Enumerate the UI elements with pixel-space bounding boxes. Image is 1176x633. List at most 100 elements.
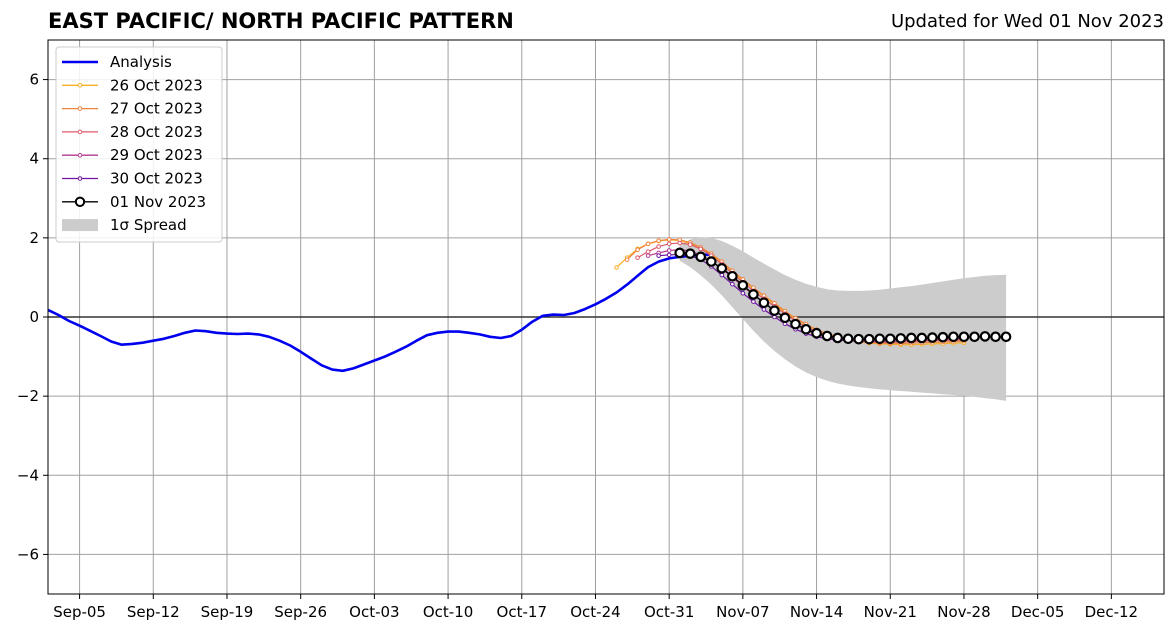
series-point: [666, 237, 672, 242]
series-point: [666, 248, 672, 253]
series-point: [645, 241, 651, 247]
series-point: [687, 242, 693, 247]
y-tick-label: 2: [29, 229, 39, 247]
series-point: [730, 281, 735, 287]
series-point: [645, 253, 651, 258]
series-point: [740, 290, 746, 296]
series-point: [695, 251, 707, 263]
legend-entry: 28 Oct 2023: [62, 123, 203, 141]
series-point: [727, 270, 738, 282]
series-point: [958, 331, 970, 343]
y-tick-label: 0: [29, 308, 39, 326]
legend-entry: 26 Oct 2023: [62, 76, 203, 94]
series-point: [906, 332, 917, 344]
series-point: [937, 331, 949, 343]
series-point: [990, 331, 1001, 343]
series-6: [674, 247, 1012, 345]
legend-entry: 29 Oct 2023: [62, 146, 203, 164]
y-tick-label: −2: [17, 387, 39, 405]
x-tick-label: Nov-07: [716, 603, 769, 621]
series-point: [645, 249, 651, 255]
legend-marker: [77, 129, 83, 135]
series-point: [758, 297, 770, 309]
series-point: [635, 247, 640, 253]
x-tick-label: Oct-31: [644, 603, 694, 621]
series-point: [698, 246, 704, 252]
series-point: [1000, 331, 1012, 343]
x-tick-label: Nov-21: [864, 603, 917, 621]
series-point: [666, 241, 672, 247]
legend-marker: [77, 152, 83, 158]
y-tick-label: 6: [29, 71, 39, 89]
legend-entry: 27 Oct 2023: [62, 100, 203, 118]
x-tick-label: Sep-26: [274, 603, 327, 621]
legend-label: 27 Oct 2023: [110, 100, 203, 118]
legend-entry: Analysis: [62, 53, 172, 71]
legend-marker: [74, 196, 86, 208]
series-point: [656, 238, 661, 243]
legend-swatch: [62, 219, 98, 232]
series-point: [821, 330, 833, 342]
legend-marker: [77, 106, 83, 111]
spread-band: [679, 237, 1007, 401]
legend-label: 01 Nov 2023: [110, 193, 206, 211]
series-point: [677, 240, 682, 246]
legend-label: 28 Oct 2023: [110, 123, 203, 141]
x-tick-label: Sep-19: [201, 603, 254, 621]
series-point: [800, 323, 812, 335]
x-tick-label: Oct-24: [570, 603, 620, 621]
series-point: [832, 332, 843, 344]
series-point: [614, 265, 619, 270]
x-tick-label: Nov-28: [937, 603, 990, 621]
series-point: [737, 280, 749, 291]
y-axis: −6 −4 −2 0 2 4 6: [17, 71, 48, 563]
series-point: [719, 272, 725, 278]
y-tick-label: −4: [17, 466, 39, 484]
series-point: [853, 333, 864, 345]
legend-entry: 01 Nov 2023: [62, 193, 206, 211]
series-point: [624, 257, 630, 262]
series-point: [779, 312, 791, 324]
series-point: [716, 263, 728, 274]
series-point: [884, 333, 896, 345]
series-point: [895, 333, 907, 344]
legend-label: 26 Oct 2023: [110, 76, 203, 94]
legend-label: 1σ Spread: [110, 216, 187, 234]
series-point: [969, 331, 980, 343]
series-point: [874, 333, 886, 345]
series-point: [863, 333, 875, 345]
x-tick-label: Oct-17: [497, 603, 547, 621]
series-0: [47, 253, 712, 373]
series-point: [666, 252, 672, 258]
series-point: [656, 253, 661, 258]
legend-label: 29 Oct 2023: [110, 146, 203, 164]
legend-box: [55, 46, 223, 243]
series-point: [674, 247, 685, 259]
series-point: [769, 305, 780, 316]
x-tick-label: Nov-14: [790, 603, 843, 621]
series-point: [979, 331, 991, 342]
x-tick-label: Dec-05: [1011, 603, 1065, 621]
legend-entry: 30 Oct 2023: [62, 170, 203, 188]
x-tick-label: Sep-12: [127, 603, 180, 621]
series-point: [916, 332, 928, 344]
y-tick-label: 4: [29, 150, 39, 168]
series-point: [790, 318, 801, 330]
series-layer: [47, 237, 1012, 373]
x-tick-label: Dec-12: [1085, 603, 1139, 621]
series-point: [761, 307, 767, 312]
chart-title: EAST PACIFIC/ NORTH PACIFIC PATTERN: [48, 9, 514, 33]
x-tick-label: Sep-05: [53, 603, 106, 621]
series-point: [751, 299, 756, 304]
series-point: [656, 244, 661, 249]
x-tick-label: Oct-10: [423, 603, 473, 621]
legend-entry: 1σ Spread: [62, 216, 187, 234]
series-point: [811, 327, 822, 339]
x-axis: Sep-05 Sep-12 Sep-19 Sep-26 Oct-03 Oct-10 Oct-…: [53, 594, 1138, 621]
series-point: [705, 256, 717, 267]
series-point: [635, 255, 640, 260]
series-line: [47, 253, 712, 373]
chart-subtitle: Updated for Wed 01 Nov 2023: [890, 11, 1164, 32]
spread-area: [679, 237, 1007, 401]
